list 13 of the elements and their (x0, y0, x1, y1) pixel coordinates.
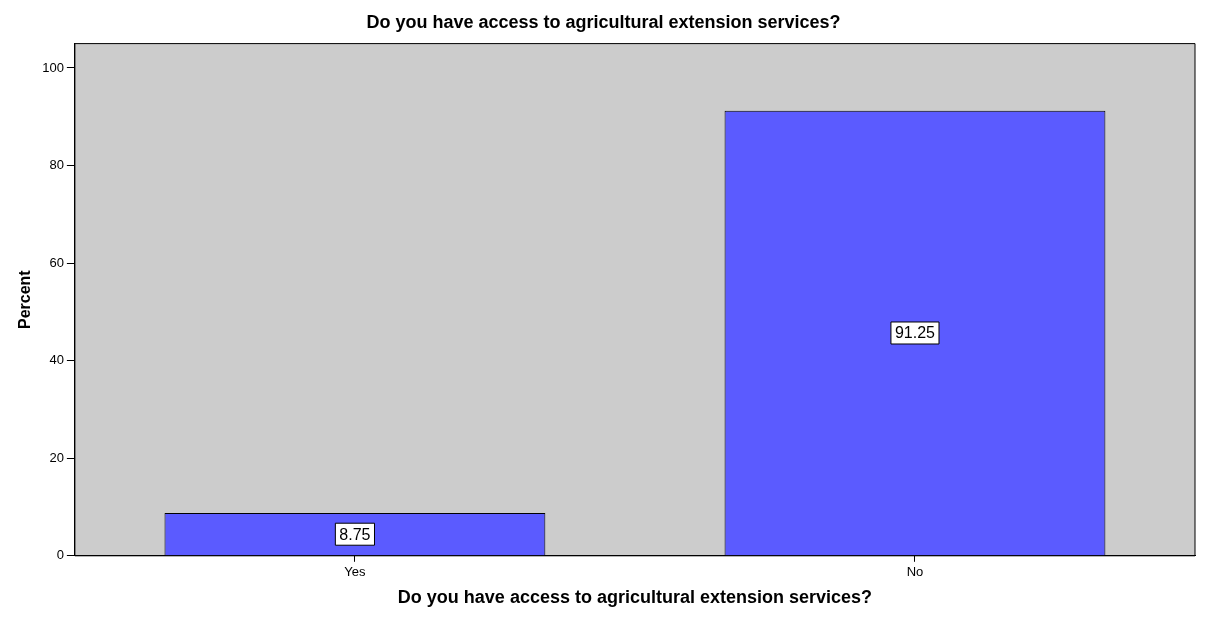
y-tick-label: 20 (49, 449, 64, 465)
y-tick-label: 0 (56, 547, 64, 563)
y-tick-label: 100 (42, 59, 64, 75)
data-label: 91.25 (894, 324, 936, 342)
y-axis-title: Percent (16, 269, 34, 330)
data-label: 8.75 (339, 525, 371, 543)
y-tick-label: 60 (49, 254, 64, 270)
chart-title: Do you have access to agricultural extension services? (366, 11, 841, 32)
x-tick-label: No (906, 564, 924, 580)
y-tick-label: 40 (49, 352, 64, 368)
x-tick-label: Yes (344, 564, 367, 580)
y-tick-label: 80 (49, 157, 64, 173)
x-axis-title: Do you have access to agricultural extension services? (397, 587, 873, 608)
